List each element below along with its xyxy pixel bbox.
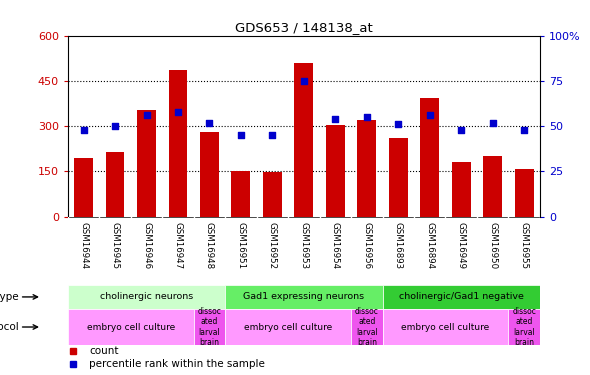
Text: GSM16950: GSM16950 — [488, 222, 497, 269]
Text: cell type: cell type — [0, 292, 18, 302]
Text: dissoc
ated
larval
brain: dissoc ated larval brain — [512, 307, 536, 347]
Bar — [225, 285, 382, 309]
Point — [110, 123, 120, 129]
Text: Gad1 expressing neurons: Gad1 expressing neurons — [243, 292, 365, 302]
Point — [425, 112, 434, 118]
Text: count: count — [89, 346, 119, 356]
Bar — [420, 98, 439, 217]
Bar — [358, 120, 376, 217]
Bar — [514, 169, 533, 217]
Bar — [382, 309, 509, 345]
Point — [205, 120, 214, 126]
Bar — [509, 309, 540, 345]
Point — [173, 109, 183, 115]
Point — [457, 127, 466, 133]
Point — [362, 114, 372, 120]
Text: GSM16955: GSM16955 — [520, 222, 529, 269]
Text: embryo cell culture: embryo cell culture — [401, 322, 490, 332]
Text: GSM16949: GSM16949 — [457, 222, 466, 269]
Text: GSM16945: GSM16945 — [110, 222, 120, 269]
Point — [142, 112, 151, 118]
Bar — [294, 63, 313, 217]
Bar — [200, 132, 219, 217]
Bar — [194, 309, 225, 345]
Bar — [351, 309, 382, 345]
Text: GSM16948: GSM16948 — [205, 222, 214, 269]
Text: protocol: protocol — [0, 322, 18, 332]
Point — [268, 132, 277, 138]
Bar — [68, 285, 225, 309]
Bar — [483, 156, 502, 217]
Title: GDS653 / 148138_at: GDS653 / 148138_at — [235, 21, 373, 34]
Text: dissoc
ated
larval
brain: dissoc ated larval brain — [198, 307, 221, 347]
Text: cholinergic/Gad1 negative: cholinergic/Gad1 negative — [399, 292, 523, 302]
Text: GSM16947: GSM16947 — [173, 222, 182, 269]
Point — [488, 120, 497, 126]
Text: GSM16944: GSM16944 — [79, 222, 88, 269]
Text: GSM16894: GSM16894 — [425, 222, 434, 269]
Bar — [106, 152, 124, 217]
Text: GSM16952: GSM16952 — [268, 222, 277, 269]
Text: percentile rank within the sample: percentile rank within the sample — [89, 360, 265, 369]
Text: GSM16954: GSM16954 — [331, 222, 340, 269]
Text: embryo cell culture: embryo cell culture — [87, 322, 175, 332]
Bar — [326, 124, 345, 217]
Point — [519, 127, 529, 133]
Bar — [68, 309, 194, 345]
Point — [299, 78, 309, 84]
Text: GSM16951: GSM16951 — [237, 222, 245, 269]
Bar — [225, 309, 351, 345]
Point — [236, 132, 245, 138]
Bar — [452, 162, 471, 217]
Bar — [382, 285, 540, 309]
Point — [79, 127, 88, 133]
Text: dissoc
ated
larval
brain: dissoc ated larval brain — [355, 307, 379, 347]
Bar — [231, 171, 250, 217]
Text: GSM16946: GSM16946 — [142, 222, 151, 269]
Text: GSM16956: GSM16956 — [362, 222, 371, 269]
Bar — [74, 158, 93, 217]
Point — [330, 116, 340, 122]
Bar — [169, 70, 188, 217]
Text: GSM16893: GSM16893 — [394, 222, 403, 269]
Text: embryo cell culture: embryo cell culture — [244, 322, 332, 332]
Bar — [263, 172, 282, 217]
Bar — [137, 110, 156, 217]
Point — [394, 122, 403, 128]
Text: GSM16953: GSM16953 — [299, 222, 309, 269]
Bar — [389, 138, 408, 217]
Text: cholinergic neurons: cholinergic neurons — [100, 292, 193, 302]
